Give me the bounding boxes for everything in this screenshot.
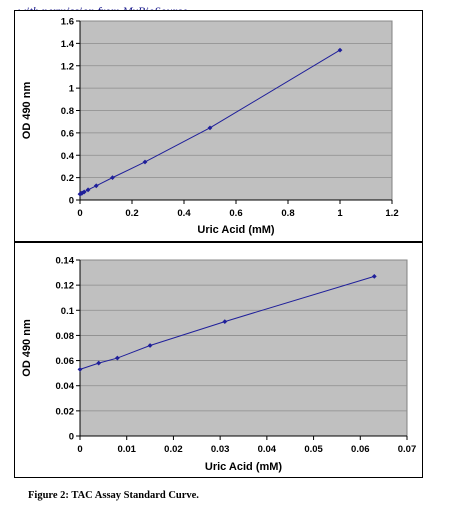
y-tick-label: 1.2 [61, 61, 74, 72]
data-point [337, 47, 343, 53]
data-point [77, 366, 83, 372]
chart-bottom: 0 0.02 0.04 0.06 0.08 0.1 0.12 0.14 0 0.01 0.02 0.0… [21, 256, 417, 474]
y-tick-label: 0 [69, 196, 74, 207]
x-tick-label: 0.6 [229, 208, 242, 219]
y-tick-label: 1.4 [61, 39, 75, 50]
data-point [207, 125, 213, 131]
x-tick-label: 1 [337, 208, 343, 219]
y-tick-label: 0.02 [56, 406, 75, 417]
x-tick-label: 0.04 [258, 444, 277, 455]
data-point [93, 183, 99, 189]
figure-caption: Figure 2: TAC Assay Standard Curve. [28, 490, 199, 501]
x-tick-label: 0.06 [351, 444, 370, 455]
y-tick-label: 0.6 [61, 128, 74, 139]
data-point [110, 175, 115, 181]
x-tick-label: 0.01 [117, 444, 136, 455]
y-tick-label: 1.6 [61, 17, 74, 28]
x-tick-label: 0.02 [164, 444, 183, 455]
data-point [96, 360, 102, 366]
y-tick-label: 0.04 [56, 381, 75, 392]
y-tick-label: 0.1 [61, 306, 75, 317]
x-axis-title: Uric Acid (mM) [205, 461, 283, 473]
x-tick-label: 0.2 [125, 208, 138, 219]
chart-panel-top: 0 0.2 0.4 0.6 0.8 1 1.2 1.4 1.6 0 0.2 0.4 0.6 0.8 1 1.2… [14, 10, 423, 242]
y-tick-label: 0.4 [61, 151, 75, 162]
y-axis-title: OD 490 nm [21, 82, 33, 140]
y-tick-label: 0.08 [56, 331, 75, 342]
x-tick-label: 1.2 [385, 208, 398, 219]
y-tick-label: 0.12 [56, 281, 75, 292]
data-point [114, 355, 120, 361]
x-tick-label: 0 [77, 444, 82, 455]
x-tick-label: 0 [77, 208, 82, 219]
y-tick-label: 0.14 [56, 256, 75, 267]
y-axis-title: OD 490 nm [21, 319, 33, 377]
y-tick-label: 0.8 [61, 106, 74, 117]
x-tick-label: 0.05 [304, 444, 323, 455]
y-tick-label: 0 [69, 432, 74, 443]
plot-area [79, 259, 408, 437]
series-line [79, 275, 375, 370]
y-tick-label: 1 [69, 84, 75, 95]
data-point [142, 159, 148, 165]
x-tick-label: 0.8 [281, 208, 294, 219]
x-tick-label: 0.03 [211, 444, 230, 455]
x-tick-label: 0.4 [177, 208, 191, 219]
y-tick-label: 0.06 [56, 356, 75, 367]
chart-panel-bottom: 0 0.02 0.04 0.06 0.08 0.1 0.12 0.14 0 0.01 0.02 0.0… [14, 242, 423, 478]
chart-top: 0 0.2 0.4 0.6 0.8 1 1.2 1.4 1.6 0 0.2 0.4 0.6 0.8 1 1.2… [21, 17, 399, 237]
y-tick-label: 0.2 [61, 173, 74, 184]
data-point [222, 319, 228, 324]
x-tick-label: 0.07 [398, 444, 417, 455]
data-point [81, 189, 87, 195]
data-point [371, 273, 377, 279]
data-point [85, 187, 91, 193]
x-axis-title: Uric Acid (mM) [197, 224, 275, 236]
